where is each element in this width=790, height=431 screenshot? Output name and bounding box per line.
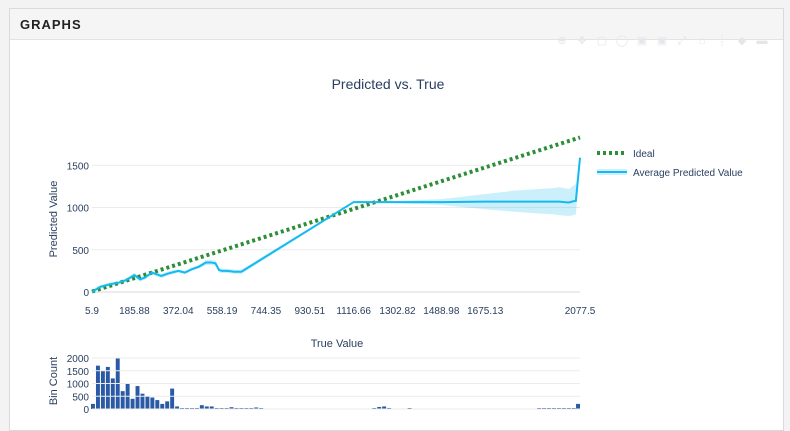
histogram-bar: [150, 397, 155, 409]
histogram-bar: [259, 407, 264, 409]
histogram-bar: [160, 403, 165, 409]
y-tick-label: 1000: [67, 204, 90, 215]
histogram-bar: [372, 407, 377, 409]
main-chart-title: Predicted vs. True: [332, 76, 445, 92]
histogram-bar: [229, 407, 234, 409]
autoscale-icon[interactable]: ⤢: [677, 35, 687, 47]
average-predicted-line: [91, 157, 581, 293]
histogram-bar: [140, 393, 145, 409]
x-tick-label: 930.51: [295, 306, 326, 317]
legend-average-label: Average Predicted Value: [633, 168, 743, 179]
x-tick-label: 1116.66: [336, 306, 371, 317]
histogram-bar: [199, 405, 204, 409]
panel-title: GRAPHS: [10, 9, 783, 40]
histogram-bar: [204, 406, 209, 409]
x-tick-label: 372.04: [163, 306, 194, 317]
hover-closest-icon[interactable]: ◆: [737, 35, 747, 47]
histogram-bar: [175, 406, 180, 409]
zoom-in-icon[interactable]: ▣: [636, 35, 648, 47]
x-tick-label: 558.19: [207, 306, 238, 317]
x-tick-label: 1302.82: [379, 306, 416, 317]
legend-ideal-label: Ideal: [633, 149, 655, 160]
hover-compare-icon[interactable]: ▬: [756, 35, 768, 47]
histogram-ylabel: Bin Count: [48, 357, 60, 405]
pan-icon[interactable]: ✥: [577, 35, 587, 47]
histogram-bar: [110, 378, 115, 409]
histogram-bar: [254, 407, 259, 409]
main-chart-axes: 0 500 1000 1500 5.9 185.88 372.04 558.19 744.35 9…: [67, 161, 596, 317]
zoom-icon[interactable]: ⊕: [557, 35, 567, 47]
zoom-out-icon[interactable]: ▣: [656, 35, 668, 47]
hist-y-tick-label: 500: [72, 392, 89, 403]
ideal-line: [91, 135, 581, 294]
histogram-bar: [155, 400, 160, 409]
histogram-bar: [120, 391, 125, 409]
histogram-bar: [105, 366, 110, 409]
y-tick-label: 1500: [67, 161, 90, 172]
main-chart-plot: [91, 135, 581, 294]
histogram-bar: [135, 386, 140, 409]
spike-lines-icon[interactable]: ┊: [718, 35, 726, 47]
histogram-bar: [377, 406, 382, 409]
main-chart-ylabel: Predicted Value: [48, 181, 60, 258]
main-chart-grid: [92, 164, 580, 293]
x-tick-label: 744.35: [251, 306, 282, 317]
hist-y-tick-label: 1500: [67, 367, 90, 378]
reset-axes-icon[interactable]: ⌂: [698, 35, 706, 47]
histogram-bar: [91, 403, 95, 409]
modebar: ⊕ ✥ ▢ ◯ ▣ ▣ ⤢ ⌂ ┊ ◆ ▬: [556, 35, 768, 47]
histogram-bar: [170, 388, 175, 409]
main-chart-legend[interactable]: Ideal Average Predicted Value: [597, 149, 743, 179]
hist-y-tick-label: 1000: [67, 380, 90, 391]
box-select-icon[interactable]: ▢: [596, 35, 608, 47]
confidence-band: [92, 154, 580, 294]
hist-y-tick-label: 0: [83, 405, 89, 416]
x-tick-label: 185.88: [119, 306, 150, 317]
histogram-bar: [382, 406, 387, 409]
histogram-bar: [95, 365, 100, 409]
x-tick-label: 1488.98: [423, 306, 460, 317]
y-tick-label: 500: [72, 246, 89, 257]
x-tick-label: 1675.13: [467, 306, 504, 317]
histogram-bar: [387, 407, 392, 409]
histogram-bar: [130, 398, 135, 409]
histogram-bar: [576, 403, 580, 409]
histogram-bar: [407, 407, 412, 409]
lasso-select-icon[interactable]: ◯: [615, 35, 629, 47]
histogram-bar: [209, 406, 214, 409]
legend-average-band: [597, 169, 627, 175]
y-tick-label: 0: [83, 288, 89, 299]
histogram-bar: [145, 396, 150, 409]
graphs-panel: GRAPHS: [9, 8, 784, 431]
histogram-bar: [100, 370, 105, 409]
histogram-xlabel: True Value: [311, 338, 364, 350]
hist-y-tick-label: 2000: [67, 354, 90, 365]
x-tick-label: 5.9: [85, 306, 99, 317]
x-tick-label: 2077.5: [565, 306, 596, 317]
histogram-bar: [165, 401, 170, 409]
